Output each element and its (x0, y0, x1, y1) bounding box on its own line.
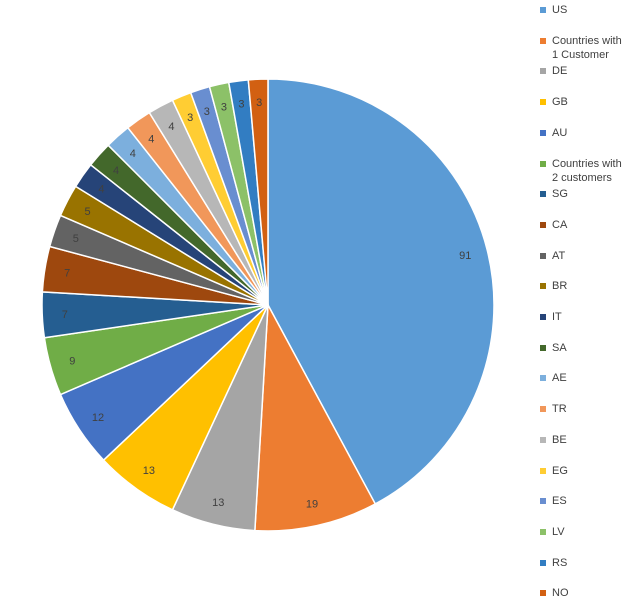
legend-swatch (540, 191, 546, 198)
slice-data-label-12: 4 (130, 148, 136, 160)
legend-item-18: RS (540, 556, 635, 570)
pie-slice-0 (267, 78, 495, 505)
legend-swatch (540, 590, 546, 597)
slice-data-label-8: 5 (73, 233, 79, 245)
legend-label: Countries with 1 Customer (552, 34, 622, 61)
legend-swatch (540, 436, 546, 443)
slice-data-label-5: 9 (69, 355, 75, 367)
slice-data-label-16: 3 (204, 106, 210, 118)
legend-label: DE (552, 65, 568, 78)
legend-swatch (540, 7, 546, 13)
legend-swatch (540, 160, 546, 167)
legend-label: ES (552, 495, 567, 508)
legend-item-19: NO (540, 586, 635, 600)
legend-label: SA (552, 341, 567, 354)
legend-label: EG (552, 464, 568, 477)
slice-data-label-11: 4 (113, 165, 119, 177)
legend-item-14: BE (540, 433, 635, 447)
slice-data-label-15: 3 (187, 112, 193, 124)
slice-data-label-3: 13 (143, 465, 155, 477)
legend-item-3: GB (540, 95, 635, 109)
legend-item-15: EG (540, 464, 635, 478)
legend-label: AT (552, 249, 566, 262)
slice-data-label-4: 12 (92, 412, 104, 424)
legend-swatch (540, 498, 546, 505)
slice-data-label-19: 3 (256, 97, 262, 109)
slice-data-label-2: 13 (212, 497, 224, 509)
slice-data-label-1: 19 (306, 499, 318, 511)
legend-item-6: SG (540, 187, 635, 201)
legend-item-12: AE (540, 371, 635, 385)
legend-item-8: AT (540, 249, 635, 263)
legend-label: TR (552, 403, 567, 416)
legend-swatch (540, 406, 546, 413)
legend-label: IT (552, 311, 562, 323)
legend-swatch (540, 314, 546, 320)
legend-item-9: BR (540, 279, 635, 293)
legend-swatch (540, 129, 546, 136)
legend-item-2: DE (540, 64, 635, 78)
legend-swatch (540, 283, 546, 290)
legend-swatch (540, 68, 546, 75)
slice-data-label-18: 3 (238, 98, 244, 110)
legend-swatch (540, 99, 546, 106)
slice-data-label-9: 5 (85, 206, 91, 218)
legend-swatch (540, 467, 546, 474)
legend-label: LV (552, 525, 565, 538)
legend-swatch (540, 252, 546, 259)
slice-data-label-13: 4 (148, 133, 154, 145)
legend-label: BR (552, 280, 568, 293)
legend-label: AE (552, 372, 567, 385)
legend-item-13: TR (540, 402, 635, 416)
legend-label: RS (552, 556, 568, 569)
legend-swatch (540, 375, 546, 382)
legend-swatch (540, 221, 546, 228)
legend-item-4: AU (540, 126, 635, 140)
legend-label: SG (552, 188, 568, 201)
legend-swatch (540, 344, 546, 351)
legend-swatch (540, 37, 546, 44)
legend-item-1: Countries with 1 Customer (540, 34, 635, 62)
slice-data-label-17: 3 (221, 101, 227, 113)
pie-slice-1 (254, 302, 377, 532)
slice-data-label-10: 4 (98, 183, 104, 195)
legend-item-17: LV (540, 525, 635, 539)
legend-item-7: CA (540, 218, 635, 232)
slice-data-label-7: 7 (64, 268, 70, 280)
legend-label: NO (552, 587, 569, 600)
legend-swatch (540, 528, 546, 535)
pie-slice-19 (247, 78, 269, 306)
legend-label: GB (552, 96, 568, 109)
legend-item-11: SA (540, 341, 635, 355)
slice-data-label-6: 7 (62, 309, 68, 321)
legend-item-16: ES (540, 494, 635, 508)
slice-data-label-0: 91 (459, 250, 471, 262)
legend-swatch (540, 559, 546, 566)
legend-item-10: IT (540, 310, 635, 324)
legend-label: BE (552, 433, 567, 446)
slice-data-label-14: 4 (168, 121, 174, 133)
legend-item-5: Countries with 2 customers (540, 157, 635, 185)
legend-label: Countries with 2 customers (552, 157, 622, 184)
legend-item-0: US (540, 3, 635, 17)
legend-label: US (552, 4, 568, 16)
legend-label: AU (552, 126, 568, 139)
legend-label: CA (552, 218, 568, 231)
